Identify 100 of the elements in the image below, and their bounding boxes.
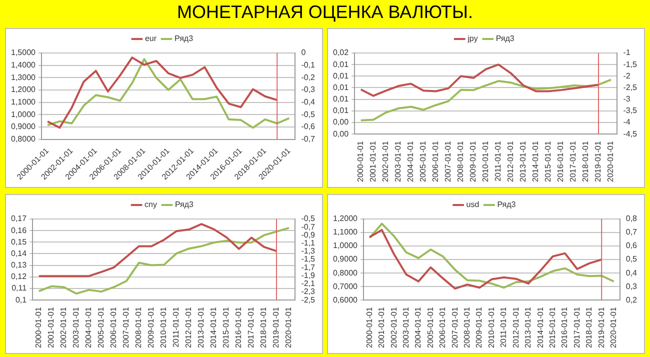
x-tick-label: 2002-01-01 — [59, 306, 68, 348]
x-tick-label: 2015-01-01 — [548, 306, 557, 348]
y2-tick-label: 0 — [301, 48, 306, 58]
y-tick-label: 0,14 — [10, 248, 28, 258]
y2-tick-label: -4 — [623, 118, 631, 127]
y-tick-label: 0,01 — [332, 82, 350, 92]
y2-tick-label: -1,3 — [301, 246, 316, 256]
x-tick-label: 2007-01-01 — [444, 140, 453, 182]
x-tick-label: 2003-01-01 — [72, 306, 81, 348]
y2-tick-label: -1,7 — [301, 262, 316, 272]
y2-tick-label: -4,5 — [623, 129, 638, 138]
x-tick-label: 2019-01-01 — [594, 140, 603, 182]
x-tick-label: 2001-01-01 — [46, 306, 56, 348]
y-tick-label: 0,8000 — [11, 134, 36, 144]
x-tick-label: 2000-01-01 — [356, 140, 366, 182]
x-tick-label: 2009-01-01 — [468, 140, 478, 182]
x-tick-label: 2013-01-01 — [524, 306, 533, 348]
x-tick-label: 2016-01-01 — [234, 306, 244, 348]
x-tick-label: 2003-01-01 — [401, 306, 410, 348]
y-tick-label: 0,02 — [332, 48, 350, 58]
y2-tick-label: -1,5 — [623, 60, 638, 69]
y2-tick-label: -1,9 — [301, 270, 316, 280]
y-tick-label: 0,6000 — [333, 295, 358, 304]
y-tick-label: 0,01 — [332, 71, 350, 80]
x-tick-label: 2020-01-01 — [606, 140, 616, 182]
x-tick-label: 2014-01-01 — [209, 306, 218, 348]
x-tick-label: 2009-01-01 — [146, 306, 156, 348]
x-tick-label: 2017-01-01 — [246, 306, 256, 348]
x-tick-label: 2003-01-01 — [394, 140, 403, 182]
x-tick-label: 2004-01-01 — [84, 306, 94, 348]
y2-tick-label: 0,7 — [626, 228, 638, 237]
x-tick-label: 2017-01-01 — [568, 140, 578, 182]
y-tick-label: 0,11 — [12, 284, 28, 293]
y2-tick-label: -2 — [623, 71, 631, 80]
x-tick-label: 2013-01-01 — [196, 306, 206, 348]
y-tick-label: 0,8000 — [333, 268, 358, 278]
x-tick-label: 2004-01-01 — [406, 140, 416, 182]
x-tick-label: 2010-01-01 — [481, 140, 490, 182]
y2-tick-label: -0,3 — [301, 85, 316, 94]
legend-label: Ряд3 — [496, 34, 515, 44]
x-tick-label: 2012-01-01 — [511, 306, 520, 348]
x-tick-label: 2014-01-01 — [531, 140, 540, 182]
y-tick-label: 1,0000 — [11, 110, 36, 119]
x-tick-label: 2005-01-01 — [96, 306, 106, 348]
legend-label: eur — [144, 34, 157, 44]
y2-tick-label: -0,5 — [301, 110, 316, 119]
x-tick-label: 2004-01-01 — [414, 306, 423, 348]
x-tick-label: 2002-01-01 — [381, 140, 390, 182]
x-tick-label: 2008-01-01 — [134, 306, 144, 348]
x-tick-label: 2015-01-01 — [222, 306, 231, 348]
x-tick-label: 2015-01-01 — [544, 140, 553, 182]
x-tick-label: 2001-01-01 — [368, 140, 378, 182]
x-tick-label: 2020-01-01 — [609, 306, 618, 348]
y-tick-label: 0,12 — [10, 272, 28, 282]
y2-tick-label: 0,3 — [626, 282, 638, 291]
y-tick-label: 0,9000 — [333, 254, 358, 264]
x-tick-label: 2011-01-01 — [172, 306, 181, 348]
legend-label: Ряд3 — [497, 200, 516, 210]
y-tick-label: 1,2000 — [333, 214, 358, 224]
x-tick-label: 2010-01-01 — [159, 306, 168, 348]
y-tick-label: 1,5000 — [11, 48, 36, 58]
x-tick-label: 2018-01-01 — [584, 306, 594, 348]
x-tick-label: 2013-01-01 — [518, 140, 528, 182]
legend-label: usd — [466, 200, 480, 210]
y-tick-label: 0,13 — [10, 260, 28, 270]
y-tick-label: 0,17 — [10, 214, 28, 224]
y2-tick-label: -0,7 — [301, 134, 316, 144]
x-tick-label: 2016-01-01 — [556, 140, 566, 182]
x-tick-label: 2006-01-01 — [438, 306, 448, 348]
y2-tick-label: 0,6 — [626, 241, 638, 250]
y-tick-label: 0,01 — [332, 94, 350, 104]
x-tick-label: 2012-01-01 — [184, 306, 194, 348]
chart-title: МОНЕТАРНАЯ ОЦЕНКА ВАЛЮТЫ. — [176, 2, 474, 23]
y2-tick-label: -2,5 — [301, 295, 316, 304]
x-tick-label: 2005-01-01 — [426, 306, 435, 348]
x-tick-label: 2010-01-01 — [486, 306, 496, 348]
x-tick-label: 2018-01-01 — [581, 140, 590, 182]
y-tick-label: 0,01 — [332, 106, 350, 116]
y2-tick-label: -0,1 — [301, 60, 316, 70]
x-tick-label: 2006-01-01 — [431, 140, 440, 182]
legend-label: Ряд3 — [174, 34, 194, 44]
x-tick-label: 2000-01-01 — [364, 306, 374, 348]
y-tick-label: 0,9000 — [11, 122, 36, 132]
y2-tick-label: 0,4 — [626, 268, 638, 278]
y-tick-label: 1,4000 — [11, 60, 36, 70]
x-tick-label: 2002-01-01 — [389, 306, 398, 348]
x-tick-label: 2020-01-01 — [284, 306, 294, 348]
x-tick-label: 2001-01-01 — [377, 306, 386, 348]
y-tick-label: 1,2000 — [11, 85, 36, 94]
x-tick-label: 2008-01-01 — [456, 140, 466, 182]
y-tick-label: 0,16 — [10, 226, 28, 235]
x-tick-label: 2008-01-01 — [462, 306, 472, 348]
x-tick-label: 2019-01-01 — [272, 306, 281, 348]
y-tick-label: 0,7000 — [333, 282, 358, 291]
x-tick-label: 2016-01-01 — [560, 306, 570, 348]
x-tick-label: 2017-01-01 — [572, 306, 582, 348]
x-tick-label: 2011-01-01 — [494, 140, 503, 182]
x-tick-label: 2014-01-01 — [536, 306, 545, 348]
y-tick-label: 1,0000 — [333, 241, 358, 250]
x-tick-label: 2000-01-01 — [34, 306, 44, 348]
